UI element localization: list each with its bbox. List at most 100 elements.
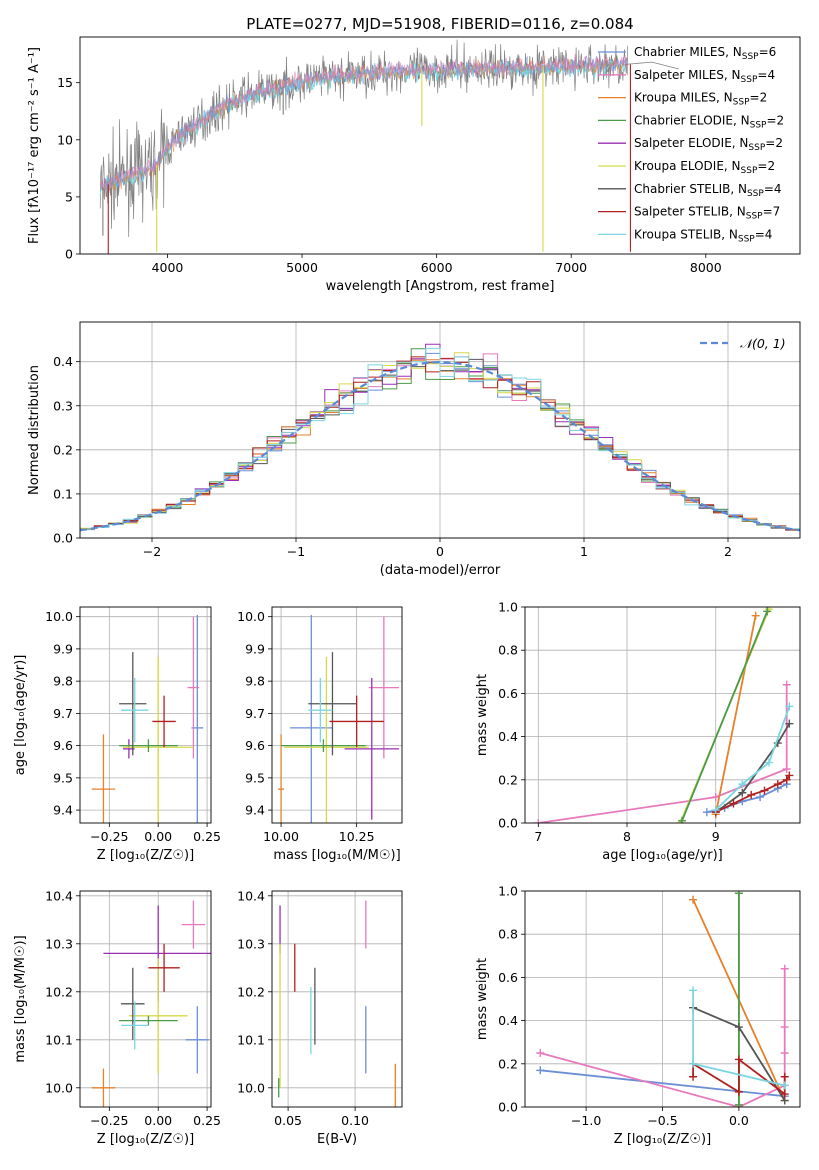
x-tick-label: 0.05: [274, 1113, 302, 1128]
y-tick-label: 9.9: [245, 641, 265, 656]
y-tick-label: 10.0: [237, 609, 265, 624]
weight-marker: [702, 808, 711, 817]
x-tick-label: 0.10: [341, 1113, 369, 1128]
y-tick-label: 1.0: [498, 600, 518, 615]
weight-series: [689, 986, 789, 1090]
gaussian-reference-line: [80, 360, 800, 532]
weight-marker: [689, 1059, 698, 1068]
x-tick-label: 10.00: [263, 829, 299, 844]
y-tick-label: 0.4: [53, 354, 73, 369]
error-bar-point: [121, 677, 149, 743]
weight-series: [711, 611, 760, 819]
weight-series-line: [681, 610, 769, 822]
error-bar-point: [128, 958, 188, 1074]
axes-frame: [79, 321, 801, 539]
x-tick-label: 2: [724, 544, 732, 559]
x-axis-label: Z [log₁₀(Z/Z☉)]: [97, 848, 194, 863]
weight-marker: [782, 680, 791, 689]
error-bar-point: [281, 739, 366, 753]
legend: Chabrier MILES, NSSP=6 Salpeter MILES, NS…: [598, 45, 784, 244]
weight-series-line: [540, 968, 786, 1107]
error-bar-point: [119, 1015, 178, 1026]
y-tick-label: 9.6: [53, 738, 73, 753]
axes-frame: [79, 36, 801, 255]
axes: 10.00 10.25 9.4 9.5 9.6 9.7 9.8 9.9 10.0 mass [lo…: [237, 606, 403, 863]
age-vs-mass-panel: 10.00 10.25 9.4 9.5 9.6 9.7 9.8 9.9 10.0 mass [lo…: [237, 606, 403, 863]
error-bar-point: [290, 615, 333, 823]
weight-marker: [782, 765, 791, 773]
weight-marker: [738, 780, 747, 789]
y-tick-label: 9.8: [53, 674, 73, 689]
weight-marker: [780, 964, 789, 973]
axes-frame: [524, 890, 801, 1108]
x-axis-label: wavelength [Angstrom, rest frame]: [326, 279, 555, 294]
y-tick-label: 10.1: [237, 1032, 265, 1047]
weight-marker: [780, 1081, 789, 1090]
error-bar-point: [121, 1001, 149, 1050]
y-tick-label: 10.0: [45, 1080, 73, 1095]
plot-area: [99, 39, 679, 254]
y-tick-label: 9.8: [245, 674, 265, 689]
legend-label: Chabrier ELODIE, NSSP=2: [634, 113, 784, 130]
x-axis-label: Z [log₁₀(Z/Z☉)]: [614, 1132, 711, 1147]
weight-marker: [734, 1100, 743, 1107]
legend-label: Kroupa STELIB, NSSP=4: [634, 227, 772, 244]
mass-vs-z-panel: −0.25 0.00 0.25 10.0 10.1 10.2 10.3 10.4 Z [log₁…: [13, 888, 221, 1147]
plot-area: [80, 343, 800, 538]
y-tick-label: 10: [57, 132, 73, 147]
y-axis-label: Normed distribution: [27, 365, 42, 495]
error-bar-point: [181, 900, 206, 949]
legend-label: Chabrier MILES, NSSP=6: [634, 45, 776, 62]
y-axis-label: mass weight: [475, 674, 490, 756]
x-axis-label: age [log₁₀(age/yr)]: [602, 848, 723, 863]
y-tick-label: 10.4: [237, 888, 265, 903]
grid: [80, 891, 211, 1107]
weight-marker: [536, 1066, 545, 1075]
y-tick-label: 0.6: [498, 686, 518, 701]
weight-marker: [738, 788, 747, 797]
x-tick-label: 0: [436, 544, 444, 559]
y-tick-label: 5: [65, 189, 73, 204]
x-axis-label: (data-model)/error: [380, 563, 501, 578]
error-bar-point: [148, 943, 180, 992]
legend-label: Salpeter STELIB, NSSP=7: [634, 205, 780, 222]
weight-series-line: [715, 723, 791, 813]
error-bar-point: [185, 1006, 210, 1074]
legend-label: Salpeter ELODIE, NSSP=2: [634, 136, 783, 153]
y-tick-label: 10.0: [45, 609, 73, 624]
y-tick-label: 9.5: [245, 770, 265, 785]
error-bar-point: [308, 652, 357, 756]
y-tick-label: 10.1: [45, 1032, 73, 1047]
weight-series-line: [540, 1069, 785, 1098]
x-tick-label: 0.25: [193, 1113, 221, 1128]
x-tick-label: −0.25: [90, 1113, 128, 1128]
y-tick-label: 9.4: [53, 803, 73, 818]
weight-marker: [747, 790, 756, 799]
histogram-panel: −2 −1 0 1 2 0.0 0.1 0.2 0.3 0.4 (data-model)/error…: [27, 321, 801, 578]
x-tick-label: 1: [580, 544, 588, 559]
y-tick-label: 0.1: [53, 486, 73, 501]
error-bar-point: [123, 656, 194, 823]
y-tick-label: 10.3: [237, 936, 265, 951]
y-tick-label: 0.2: [498, 772, 518, 787]
weight-series: [678, 607, 772, 823]
weight-series: [536, 964, 789, 1107]
error-bar-point: [344, 677, 399, 820]
y-axis-label: mass [log₁₀(M/M☉)]: [13, 935, 28, 1062]
weight-marker: [734, 1087, 743, 1096]
y-tick-label: 9.7: [245, 706, 265, 721]
x-axis-label: E(B-V): [317, 1132, 357, 1147]
y-tick-label: 0.4: [498, 729, 518, 744]
age-vs-z-panel: −0.25 0.00 0.25 9.4 9.5 9.6 9.7 9.8 9.9 10.0 Z [lo…: [13, 606, 221, 863]
weight-marker: [760, 786, 769, 795]
axes-frame: [524, 606, 801, 824]
x-tick-label: 4000: [152, 260, 184, 275]
error-bar-point: [119, 652, 147, 756]
error-bar-point: [119, 739, 178, 753]
y-tick-label: 9.6: [245, 738, 265, 753]
x-axis-label: Z [log₁₀(Z/Z☉)]: [97, 1132, 194, 1147]
error-bar-point: [187, 616, 200, 759]
y-tick-label: 0.3: [53, 398, 73, 413]
plot-area: [278, 615, 399, 823]
